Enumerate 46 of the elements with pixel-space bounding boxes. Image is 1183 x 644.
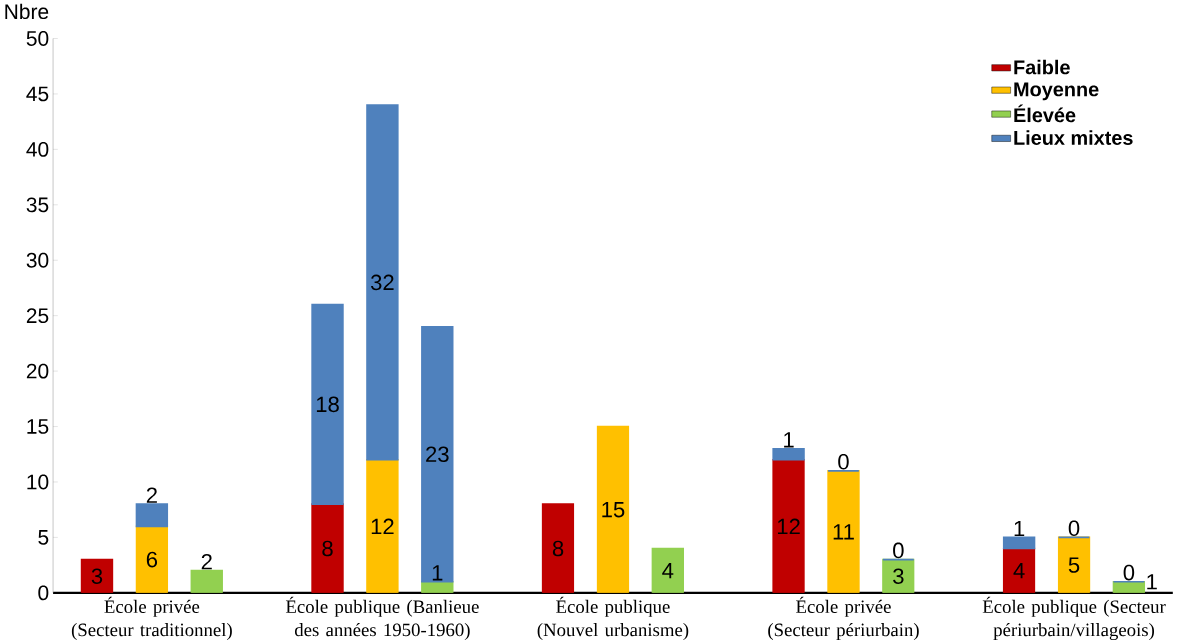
data-label: 23 [426,446,449,463]
legend-label: Moyenne [1014,82,1099,101]
y-tick-label: 20 [26,363,49,379]
y-tick-label: 5 [38,530,49,545]
data-label: 0 [1123,564,1135,581]
data-label: 18 [316,396,339,413]
data-label: 8 [322,540,333,557]
data-label: 1 [784,432,794,448]
data-label: 32 [370,274,394,291]
data-label: 3 [893,568,904,585]
y-tick-label: 0 [38,585,49,601]
x-tick-label: École publique (Nouvel urbanisme) [537,596,689,641]
data-label: 0 [1068,520,1080,537]
y-tick-label: 30 [26,252,49,268]
data-label: 1 [1014,520,1025,537]
x-tick-label: École privée (Secteur périurbain) [768,596,919,641]
x-tick-label: École privée (Secteur traditionnel) [71,596,232,641]
data-label: 1 [432,565,443,581]
x-tick-label: École publique (Banlieue des années 1950-1960) [285,596,479,641]
data-label: 2 [146,487,157,503]
data-label: 4 [1013,563,1025,579]
y-tick-label: 15 [27,419,49,434]
data-label: 12 [371,518,394,535]
legend-label: Lieux mixtes [1014,130,1133,146]
data-label: 2 [201,554,212,570]
data-label: 11 [833,524,854,540]
data-label: 4 [662,563,674,579]
y-axis-title: Nbre [5,3,49,20]
y-tick-label: 45 [26,86,49,102]
y-tick-label: 40 [26,142,49,157]
legend-label: Élevée [1014,104,1076,123]
x-tick-label: École publique (Secteur périurbain/villageois) [982,596,1166,641]
y-tick-label: 50 [26,31,49,47]
data-label: 12 [777,518,800,535]
data-label: 1 [1147,574,1157,590]
data-label: 3 [91,568,103,585]
y-tick-label: 10 [27,474,49,490]
y-tick-label: 35 [26,197,49,213]
data-label: 15 [602,502,625,518]
legend-label: Faible [1014,59,1070,75]
data-label: 0 [893,542,904,559]
data-label: 8 [552,540,564,557]
data-label: 6 [146,551,158,568]
data-label: 0 [838,454,849,470]
y-tick-label: 25 [26,308,49,324]
data-label: 5 [1068,557,1080,573]
